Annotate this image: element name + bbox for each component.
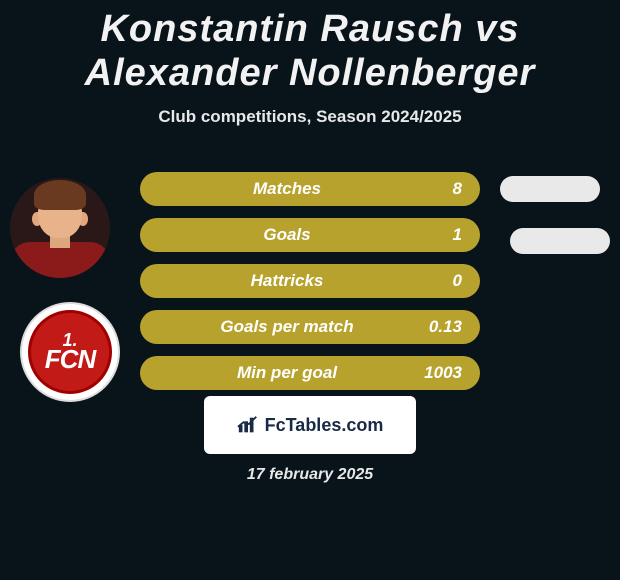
stat-row: Matches8 [140, 172, 480, 206]
stat-label: Min per goal [158, 363, 416, 383]
player2-pill-2 [510, 228, 610, 254]
stat-value: 1003 [416, 363, 462, 383]
stat-label: Matches [158, 179, 416, 199]
stat-row: Goals per match0.13 [140, 310, 480, 344]
player1-avatar [10, 178, 110, 278]
club-logo-outer: 1. FCN [20, 302, 120, 402]
stats-panel: Matches8Goals1Hattricks0Goals per match0… [140, 172, 480, 402]
stat-label: Hattricks [158, 271, 416, 291]
chart-icon [237, 414, 259, 436]
stat-value: 8 [416, 179, 462, 199]
stat-value: 1 [416, 225, 462, 245]
page-title: Konstantin Rausch vs Alexander Nollenber… [0, 0, 620, 95]
comparison-card: Konstantin Rausch vs Alexander Nollenber… [0, 0, 620, 580]
subtitle: Club competitions, Season 2024/2025 [0, 107, 620, 127]
stat-value: 0.13 [416, 317, 462, 337]
stat-row: Goals1 [140, 218, 480, 252]
stat-row: Min per goal1003 [140, 356, 480, 390]
player2-pill-1 [500, 176, 600, 202]
club-logo-bot: FCN [45, 348, 95, 371]
club-logo-text: 1. FCN [22, 304, 118, 400]
fctables-badge: FcTables.com [204, 396, 416, 454]
stat-row: Hattricks0 [140, 264, 480, 298]
club-logo: 1. FCN [20, 302, 120, 402]
fctables-label: FcTables.com [265, 415, 384, 436]
stat-label: Goals [158, 225, 416, 245]
stat-label: Goals per match [158, 317, 416, 337]
player1-hair [34, 180, 86, 210]
stat-value: 0 [416, 271, 462, 291]
date-label: 17 february 2025 [0, 466, 620, 484]
